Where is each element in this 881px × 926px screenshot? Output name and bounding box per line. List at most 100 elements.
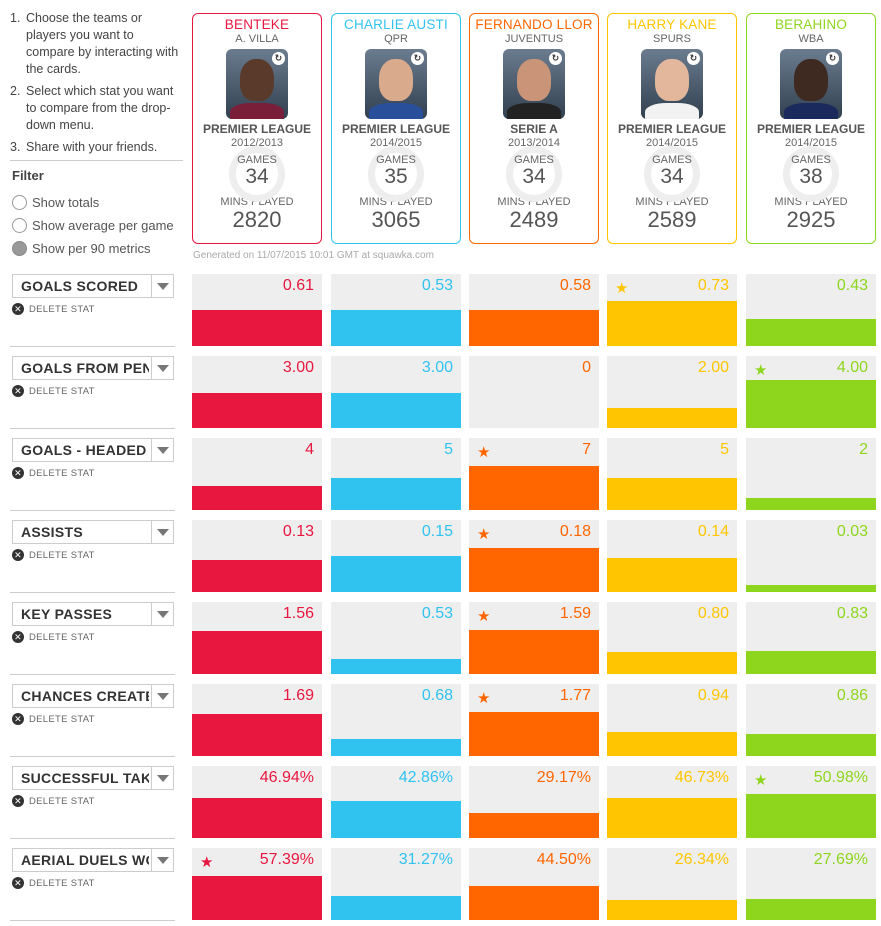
stat-bar-fill [192,876,322,920]
stat-dropdown-label: SUCCESSFUL TAKE-ONS [21,770,149,786]
stat-bar-fill [607,301,737,346]
chevron-down-icon[interactable] [151,275,173,297]
stat-bar-cell: 0 [469,356,599,428]
player-season: 2014/2015 [646,137,698,149]
player-team: WBA [798,33,824,45]
player-card[interactable]: BENTEKE A. Villa ↻ PREMIER LEAGUE 2012/2013 G… [192,13,322,244]
stat-bar-fill [746,498,876,510]
stat-value: 0.86 [836,687,868,704]
stat-dropdown[interactable]: SUCCESSFUL TAKE-ONS [12,766,174,790]
row-divider [10,510,175,511]
player-card[interactable]: BERAHINO WBA ↻ PREMIER LEAGUE 2014/2015 GAMES… [746,13,876,244]
chevron-down-icon[interactable] [151,849,173,871]
chevron-down-icon[interactable] [151,439,173,461]
filter-option[interactable]: Show per 90 metrics [12,241,151,256]
stat-bar-cell: 42.86% [331,766,461,838]
stat-dropdown[interactable]: CHANCES CREATED [12,684,174,708]
stat-bar-fill [469,466,599,510]
stat-bar-cell: 5 [607,438,737,510]
squawka-logo-icon: ↻ [687,52,700,65]
stat-dropdown[interactable]: GOALS SCORED [12,274,174,298]
delete-stat-button[interactable]: ✕ DELETE STAT [12,385,174,397]
player-league: PREMIER LEAGUE [617,122,726,136]
stat-bar-fill [469,712,599,756]
stat-bar-fill [746,794,876,838]
games-block: GAMES 34 [608,146,736,202]
stat-dropdown[interactable]: AERIAL DUELS WON [12,848,174,872]
chevron-down-icon[interactable] [151,357,173,379]
stat-value: 3.00 [282,359,314,376]
delete-stat-button[interactable]: ✕ DELETE STAT [12,795,174,807]
radio-button[interactable] [12,241,27,256]
close-icon: ✕ [12,303,24,315]
star-icon: ★ [615,280,629,297]
instructions: 1. Choose the teams or players you want t… [10,10,185,161]
stat-value: 0.94 [697,687,729,704]
stat-bar-fill [746,734,876,756]
delete-stat-button[interactable]: ✕ DELETE STAT [12,303,174,315]
close-icon: ✕ [12,713,24,725]
stat-value: 0.83 [836,605,868,622]
player-team: JUVENTUS [504,33,564,45]
mins-value: 2925 [786,207,836,232]
stat-dropdown-label: KEY PASSES [21,606,113,622]
player-photo: ↻ [780,49,842,119]
stat-value: 5 [720,441,729,458]
stat-bar-cell: 2.00 [607,356,737,428]
stat-bar-cell: 0.14 [607,520,737,592]
stat-bar-fill [192,486,322,510]
games-value: 34 [245,165,269,188]
stat-dropdown-label: AERIAL DUELS WON [21,852,149,868]
star-icon: ★ [477,608,491,625]
games-block: GAMES 35 [332,146,460,202]
stat-value: 4.00 [836,359,868,376]
stat-value: 1.69 [282,687,314,704]
games-value: 35 [384,165,408,188]
stat-bar-cell: 29.17% [469,766,599,838]
delete-stat-button[interactable]: ✕ DELETE STAT [12,549,174,561]
player-card[interactable]: HARRY KANE SPURS ↻ PREMIER LEAGUE 2014/2015 G… [607,13,737,244]
stat-bar-fill [469,630,599,674]
delete-stat-button[interactable]: ✕ DELETE STAT [12,467,174,479]
mins-value: 2820 [232,207,282,232]
player-card[interactable]: FERNANDO LLOR JUVENTUS ↻ SERIE A 2013/2014 GA… [469,13,599,244]
stat-dropdown[interactable]: ASSISTS [12,520,174,544]
stat-dropdown[interactable]: GOALS FROM PENALTIES [12,356,174,380]
star-icon: ★ [754,772,768,789]
player-photo: ↻ [226,49,288,119]
stat-dropdown[interactable]: GOALS - HEADED [12,438,174,462]
stat-bar-cell: 50.98% ★ [746,766,876,838]
chevron-down-icon[interactable] [151,521,173,543]
instruction-number: 2. [10,84,21,98]
stat-bar-cell: 0.86 [746,684,876,756]
stat-value: 0 [582,359,591,376]
stat-value: 0.15 [421,523,453,540]
delete-stat-label: DELETE STAT [29,713,95,725]
stat-bar-fill [192,798,322,838]
chevron-down-icon[interactable] [151,685,173,707]
stat-bar-fill [192,714,322,756]
games-block: GAMES 34 [470,146,598,202]
stat-bar-cell: 0.13 [192,520,322,592]
delete-stat-button[interactable]: ✕ DELETE STAT [12,877,174,889]
radio-button[interactable] [12,218,27,233]
filter-option[interactable]: Show totals [12,195,99,210]
chevron-down-icon[interactable] [151,767,173,789]
chevron-down-icon[interactable] [151,603,173,625]
radio-button[interactable] [12,195,27,210]
player-card[interactable]: CHARLIE AUSTI QPR ↻ PREMIER LEAGUE 2014/2015… [331,13,461,244]
delete-stat-button[interactable]: ✕ DELETE STAT [12,631,174,643]
stat-bar-cell: 0.53 [331,602,461,674]
star-icon: ★ [477,444,491,461]
instruction-item: 3. Share with your friends. [10,139,185,156]
stat-bar-cell: 4 [192,438,322,510]
stat-bar-cell: 0.53 [331,274,461,346]
filter-option[interactable]: Show average per game [12,218,174,233]
stat-value: 0.61 [282,277,314,294]
stat-value: 7 [582,441,591,458]
stat-bar-fill [331,659,461,674]
stat-dropdown[interactable]: KEY PASSES [12,602,174,626]
stat-value: 0.43 [836,277,868,294]
close-icon: ✕ [12,631,24,643]
delete-stat-button[interactable]: ✕ DELETE STAT [12,713,174,725]
